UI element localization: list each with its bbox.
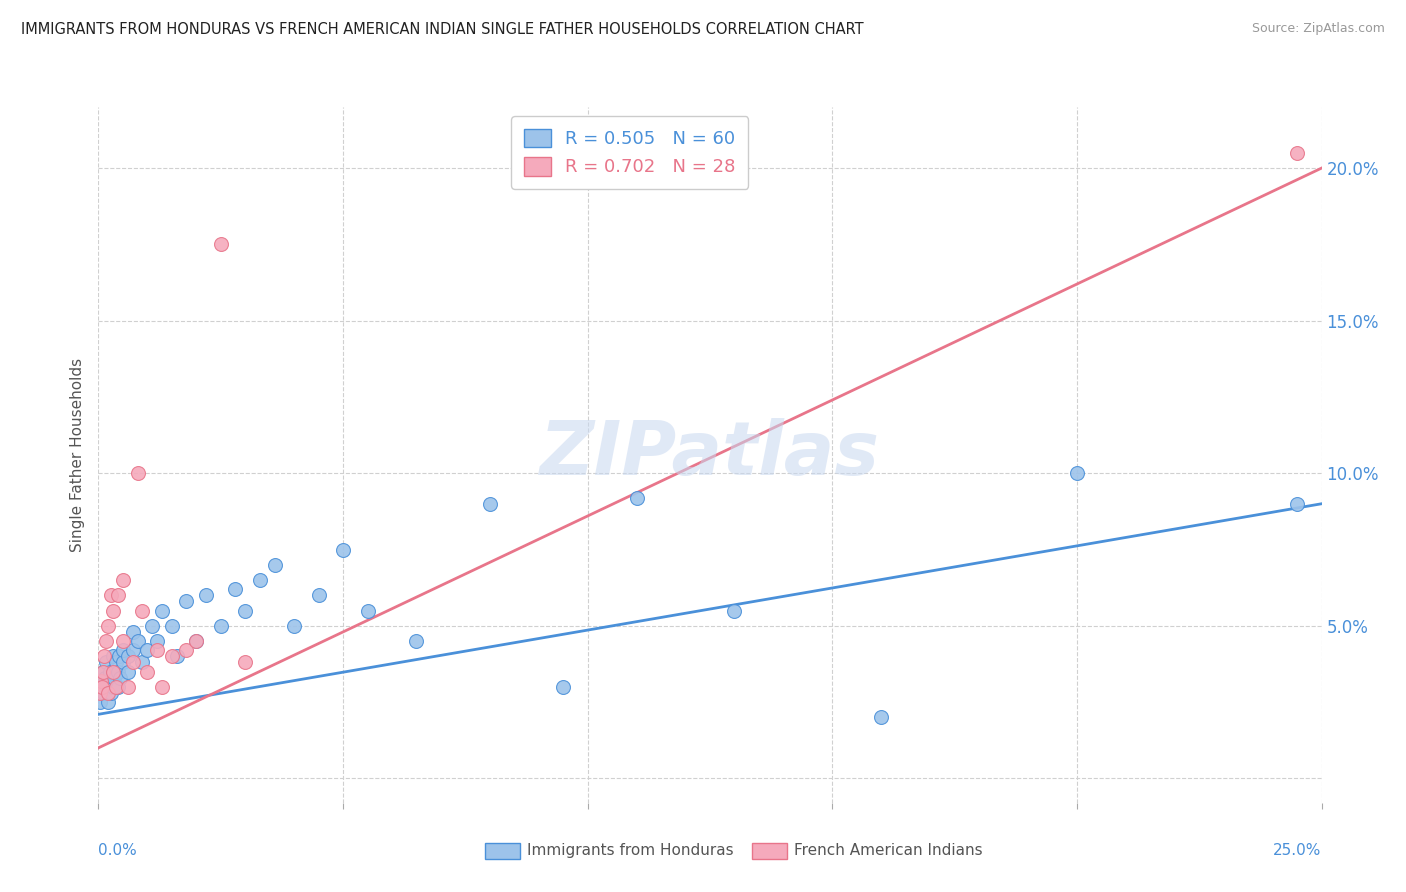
Point <box>111 643 134 657</box>
Point <box>94 680 117 694</box>
Point <box>107 588 129 602</box>
Text: ZIPatlas: ZIPatlas <box>540 418 880 491</box>
Legend: R = 0.505   N = 60, R = 0.702   N = 28: R = 0.505 N = 60, R = 0.702 N = 28 <box>512 116 748 189</box>
Point <box>93 686 115 700</box>
Point <box>101 603 124 617</box>
Point <box>91 665 114 679</box>
Point <box>166 649 188 664</box>
Point <box>160 619 183 633</box>
Point <box>90 680 112 694</box>
Point <box>150 680 173 694</box>
Point <box>110 671 132 685</box>
Point <box>96 680 118 694</box>
Point <box>97 686 120 700</box>
Point <box>405 634 427 648</box>
Point <box>101 680 124 694</box>
Point <box>146 643 169 657</box>
Point <box>626 491 648 505</box>
Point <box>94 671 117 685</box>
Point <box>117 680 139 694</box>
Point <box>1066 467 1088 481</box>
Point <box>97 695 120 709</box>
Point <box>121 656 143 670</box>
Point <box>283 619 305 633</box>
Point <box>90 673 112 688</box>
Text: Source: ZipAtlas.com: Source: ZipAtlas.com <box>1251 22 1385 36</box>
Point <box>870 710 893 724</box>
Point <box>90 680 112 694</box>
Point <box>176 594 198 608</box>
Point <box>98 680 121 694</box>
Point <box>117 665 139 679</box>
Point <box>209 237 232 252</box>
Point <box>121 624 143 639</box>
Point <box>94 634 117 648</box>
Point <box>91 680 114 694</box>
Point <box>107 680 129 694</box>
Point <box>478 497 501 511</box>
Point <box>100 588 122 602</box>
Point <box>91 665 114 679</box>
Point <box>93 649 115 664</box>
Point <box>186 634 208 648</box>
Point <box>356 603 378 617</box>
Point <box>233 603 256 617</box>
Point <box>150 603 173 617</box>
Point <box>91 673 114 688</box>
Point <box>195 588 218 602</box>
Point <box>146 634 169 648</box>
Point <box>1286 497 1309 511</box>
Point <box>107 665 129 679</box>
Point <box>103 671 125 685</box>
Text: IMMIGRANTS FROM HONDURAS VS FRENCH AMERICAN INDIAN SINGLE FATHER HOUSEHOLDS CORR: IMMIGRANTS FROM HONDURAS VS FRENCH AMERI… <box>21 22 863 37</box>
Point <box>1286 145 1309 160</box>
Point <box>94 656 117 670</box>
Point <box>104 656 127 670</box>
Point <box>111 634 134 648</box>
Point <box>176 643 198 657</box>
Point <box>249 573 271 587</box>
Point <box>89 695 111 709</box>
Point <box>723 603 745 617</box>
Point <box>108 649 131 664</box>
Text: 25.0%: 25.0% <box>1274 843 1322 858</box>
Point <box>209 619 232 633</box>
Y-axis label: Single Father Households: Single Father Households <box>70 358 86 552</box>
Point <box>127 634 149 648</box>
Point <box>224 582 246 597</box>
Point <box>186 634 208 648</box>
Point <box>89 686 111 700</box>
Point <box>100 686 122 700</box>
Point <box>553 680 575 694</box>
Point <box>160 649 183 664</box>
Point <box>101 665 124 679</box>
Point <box>90 686 112 700</box>
Point <box>233 656 256 670</box>
Point <box>141 619 163 633</box>
Point <box>101 665 124 679</box>
Point <box>101 649 124 664</box>
Point <box>308 588 330 602</box>
Point <box>136 643 159 657</box>
Point <box>127 467 149 481</box>
Point <box>131 603 153 617</box>
Point <box>97 619 120 633</box>
Point <box>136 665 159 679</box>
Text: 0.0%: 0.0% <box>98 843 138 858</box>
Point <box>332 542 354 557</box>
Point <box>98 665 121 679</box>
Point <box>121 643 143 657</box>
Point <box>96 673 118 688</box>
Point <box>131 656 153 670</box>
Text: French American Indians: French American Indians <box>794 844 983 858</box>
Point <box>117 649 139 664</box>
Point <box>111 656 134 670</box>
Point <box>111 573 134 587</box>
Point <box>263 558 285 572</box>
Text: Immigrants from Honduras: Immigrants from Honduras <box>527 844 734 858</box>
Point <box>104 680 127 694</box>
Point <box>97 671 120 685</box>
